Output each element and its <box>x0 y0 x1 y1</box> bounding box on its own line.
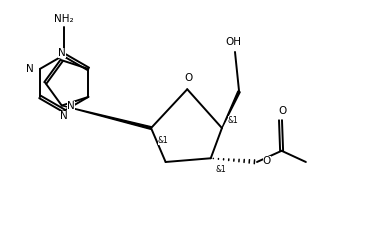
Text: &1: &1 <box>228 116 239 125</box>
Text: N: N <box>68 101 75 111</box>
Text: O: O <box>185 73 193 83</box>
Text: &1: &1 <box>216 165 227 174</box>
Text: O: O <box>278 106 286 116</box>
Text: O: O <box>263 156 271 166</box>
Polygon shape <box>62 106 151 129</box>
Text: N: N <box>58 48 66 58</box>
Text: OH: OH <box>225 37 241 47</box>
Polygon shape <box>222 91 240 128</box>
Text: N: N <box>60 111 68 121</box>
Text: NH₂: NH₂ <box>54 14 74 24</box>
Text: N: N <box>26 64 34 74</box>
Text: &1: &1 <box>158 136 169 145</box>
